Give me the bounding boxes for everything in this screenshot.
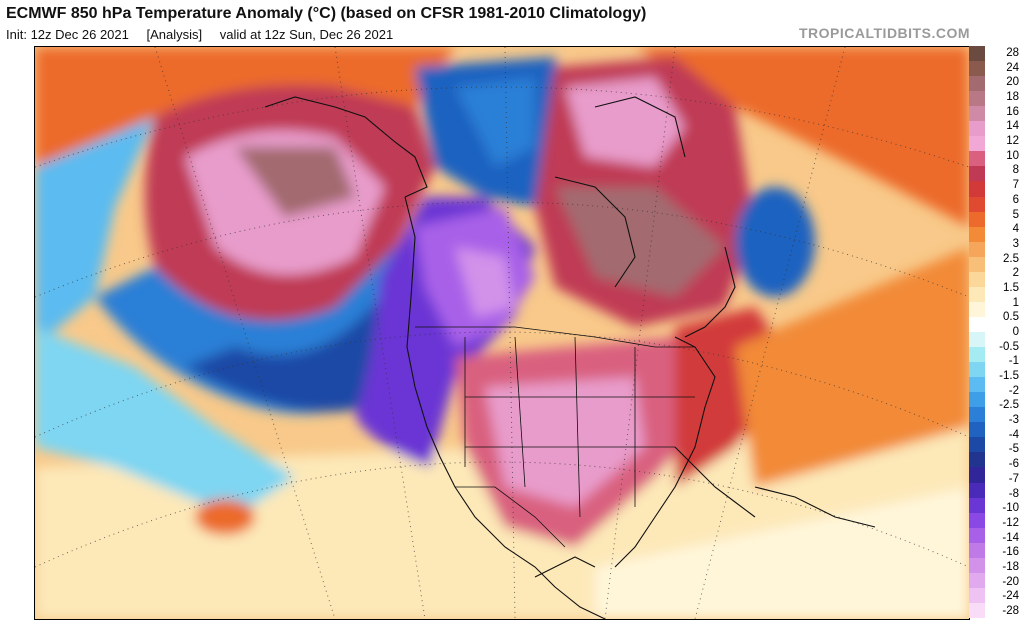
legend-label: 10 [1006,149,1019,162]
legend-swatch [969,407,985,423]
legend-swatch [969,557,985,574]
legend-swatch [969,196,985,213]
legend-swatch [969,332,985,348]
legend-swatch [969,422,985,438]
legend-swatch [969,362,985,378]
legend-label: 5 [1012,208,1019,221]
legend-label: 6 [1012,193,1019,206]
legend-label: -2.5 [999,399,1019,412]
legend-swatch [969,271,985,288]
legend-label: -2 [1008,384,1019,397]
init-time: Init: 12z Dec 26 2021 [6,27,129,42]
legend-label: 4 [1012,223,1019,236]
legend-label: 3 [1012,237,1019,250]
legend-swatch [969,136,985,152]
legend-label: -3 [1008,414,1019,427]
legend-swatch [969,301,985,318]
legend-label: 7 [1012,179,1019,192]
analysis-label: [Analysis] [146,27,203,42]
legend-label: -1.5 [999,370,1019,383]
legend-swatch [969,482,985,499]
chart-title: ECMWF 850 hPa Temperature Anomaly (°C) (… [6,5,647,22]
anomaly-map [34,46,970,620]
legend-swatch [969,121,985,137]
legend-label: 24 [1006,61,1019,74]
legend-label: -8 [1008,487,1019,500]
legend-label: -5 [1008,443,1019,456]
legend-swatch [969,377,985,393]
legend-swatch [969,61,985,77]
legend-swatch [969,46,985,62]
legend-swatch [969,347,985,363]
legend-label: 2.5 [1003,252,1019,265]
legend-swatch [969,587,985,604]
legend-label: -4 [1008,428,1019,441]
legend-swatch [969,166,985,182]
legend-label: -6 [1008,458,1019,471]
chart-subtitle: Init: 12z Dec 26 2021 [Analysis] valid a… [6,27,407,42]
legend-swatch [969,527,985,544]
legend-swatch [969,467,985,484]
legend-swatch [969,91,985,107]
map-canvas [35,47,969,619]
anomaly-field [35,47,969,619]
legend-swatch [969,512,985,529]
legend-label: 1 [1012,296,1019,309]
legend-label: 20 [1006,76,1019,89]
legend-swatch [969,392,985,408]
legend-swatch [969,542,985,559]
legend-swatch [969,452,985,468]
legend-label: 28 [1006,47,1019,59]
valid-time: valid at 12z Sun, Dec 26 2021 [219,27,394,42]
legend-label: -18 [1002,560,1019,573]
legend-label: 12 [1006,135,1019,148]
legend-label: 0 [1012,326,1019,338]
legend-swatch [969,241,985,258]
coastlines [264,96,876,619]
legend-label: -10 [1002,502,1019,515]
legend-label: 16 [1006,105,1019,118]
legend-swatch [969,181,985,198]
legend-label: 0.5 [1003,311,1019,324]
legend-swatch [969,226,985,243]
legend-label: -7 [1008,472,1019,485]
legend-label: 14 [1006,120,1019,133]
legend-swatch [969,572,985,589]
legend-label: 8 [1012,164,1019,177]
legend-swatch [969,286,985,303]
legend-label: 1.5 [1003,281,1019,294]
legend-swatch [969,76,985,92]
legend-swatch [969,211,985,228]
legend-label: -16 [1002,546,1019,559]
legend-label: -28 [1002,605,1019,617]
legend-swatch [969,256,985,273]
legend-label: -0.5 [999,340,1019,353]
legend-swatch [969,497,985,514]
color-legend: 28 24 20 18 16 14 12 10 8 7 6 5 4 3 2.5 2 1.5 1 0.5 0 -0.5 -1… [969,46,1024,619]
legend-swatch [969,106,985,122]
political-borders [415,326,695,548]
legend-label: -20 [1002,575,1019,588]
legend-swatch [969,437,985,453]
site-credit: TROPICALTIDBITS.COM [798,25,970,41]
legend-label: -24 [1002,590,1019,603]
legend-label: 2 [1012,267,1019,280]
legend-label: -12 [1002,516,1019,529]
graticule [35,47,969,619]
legend-label: 18 [1006,91,1019,104]
legend-label: -1 [1008,355,1019,368]
legend-swatch [969,151,985,167]
legend-swatch [969,602,985,619]
legend-swatch [969,316,985,333]
legend-label: -14 [1002,531,1019,544]
